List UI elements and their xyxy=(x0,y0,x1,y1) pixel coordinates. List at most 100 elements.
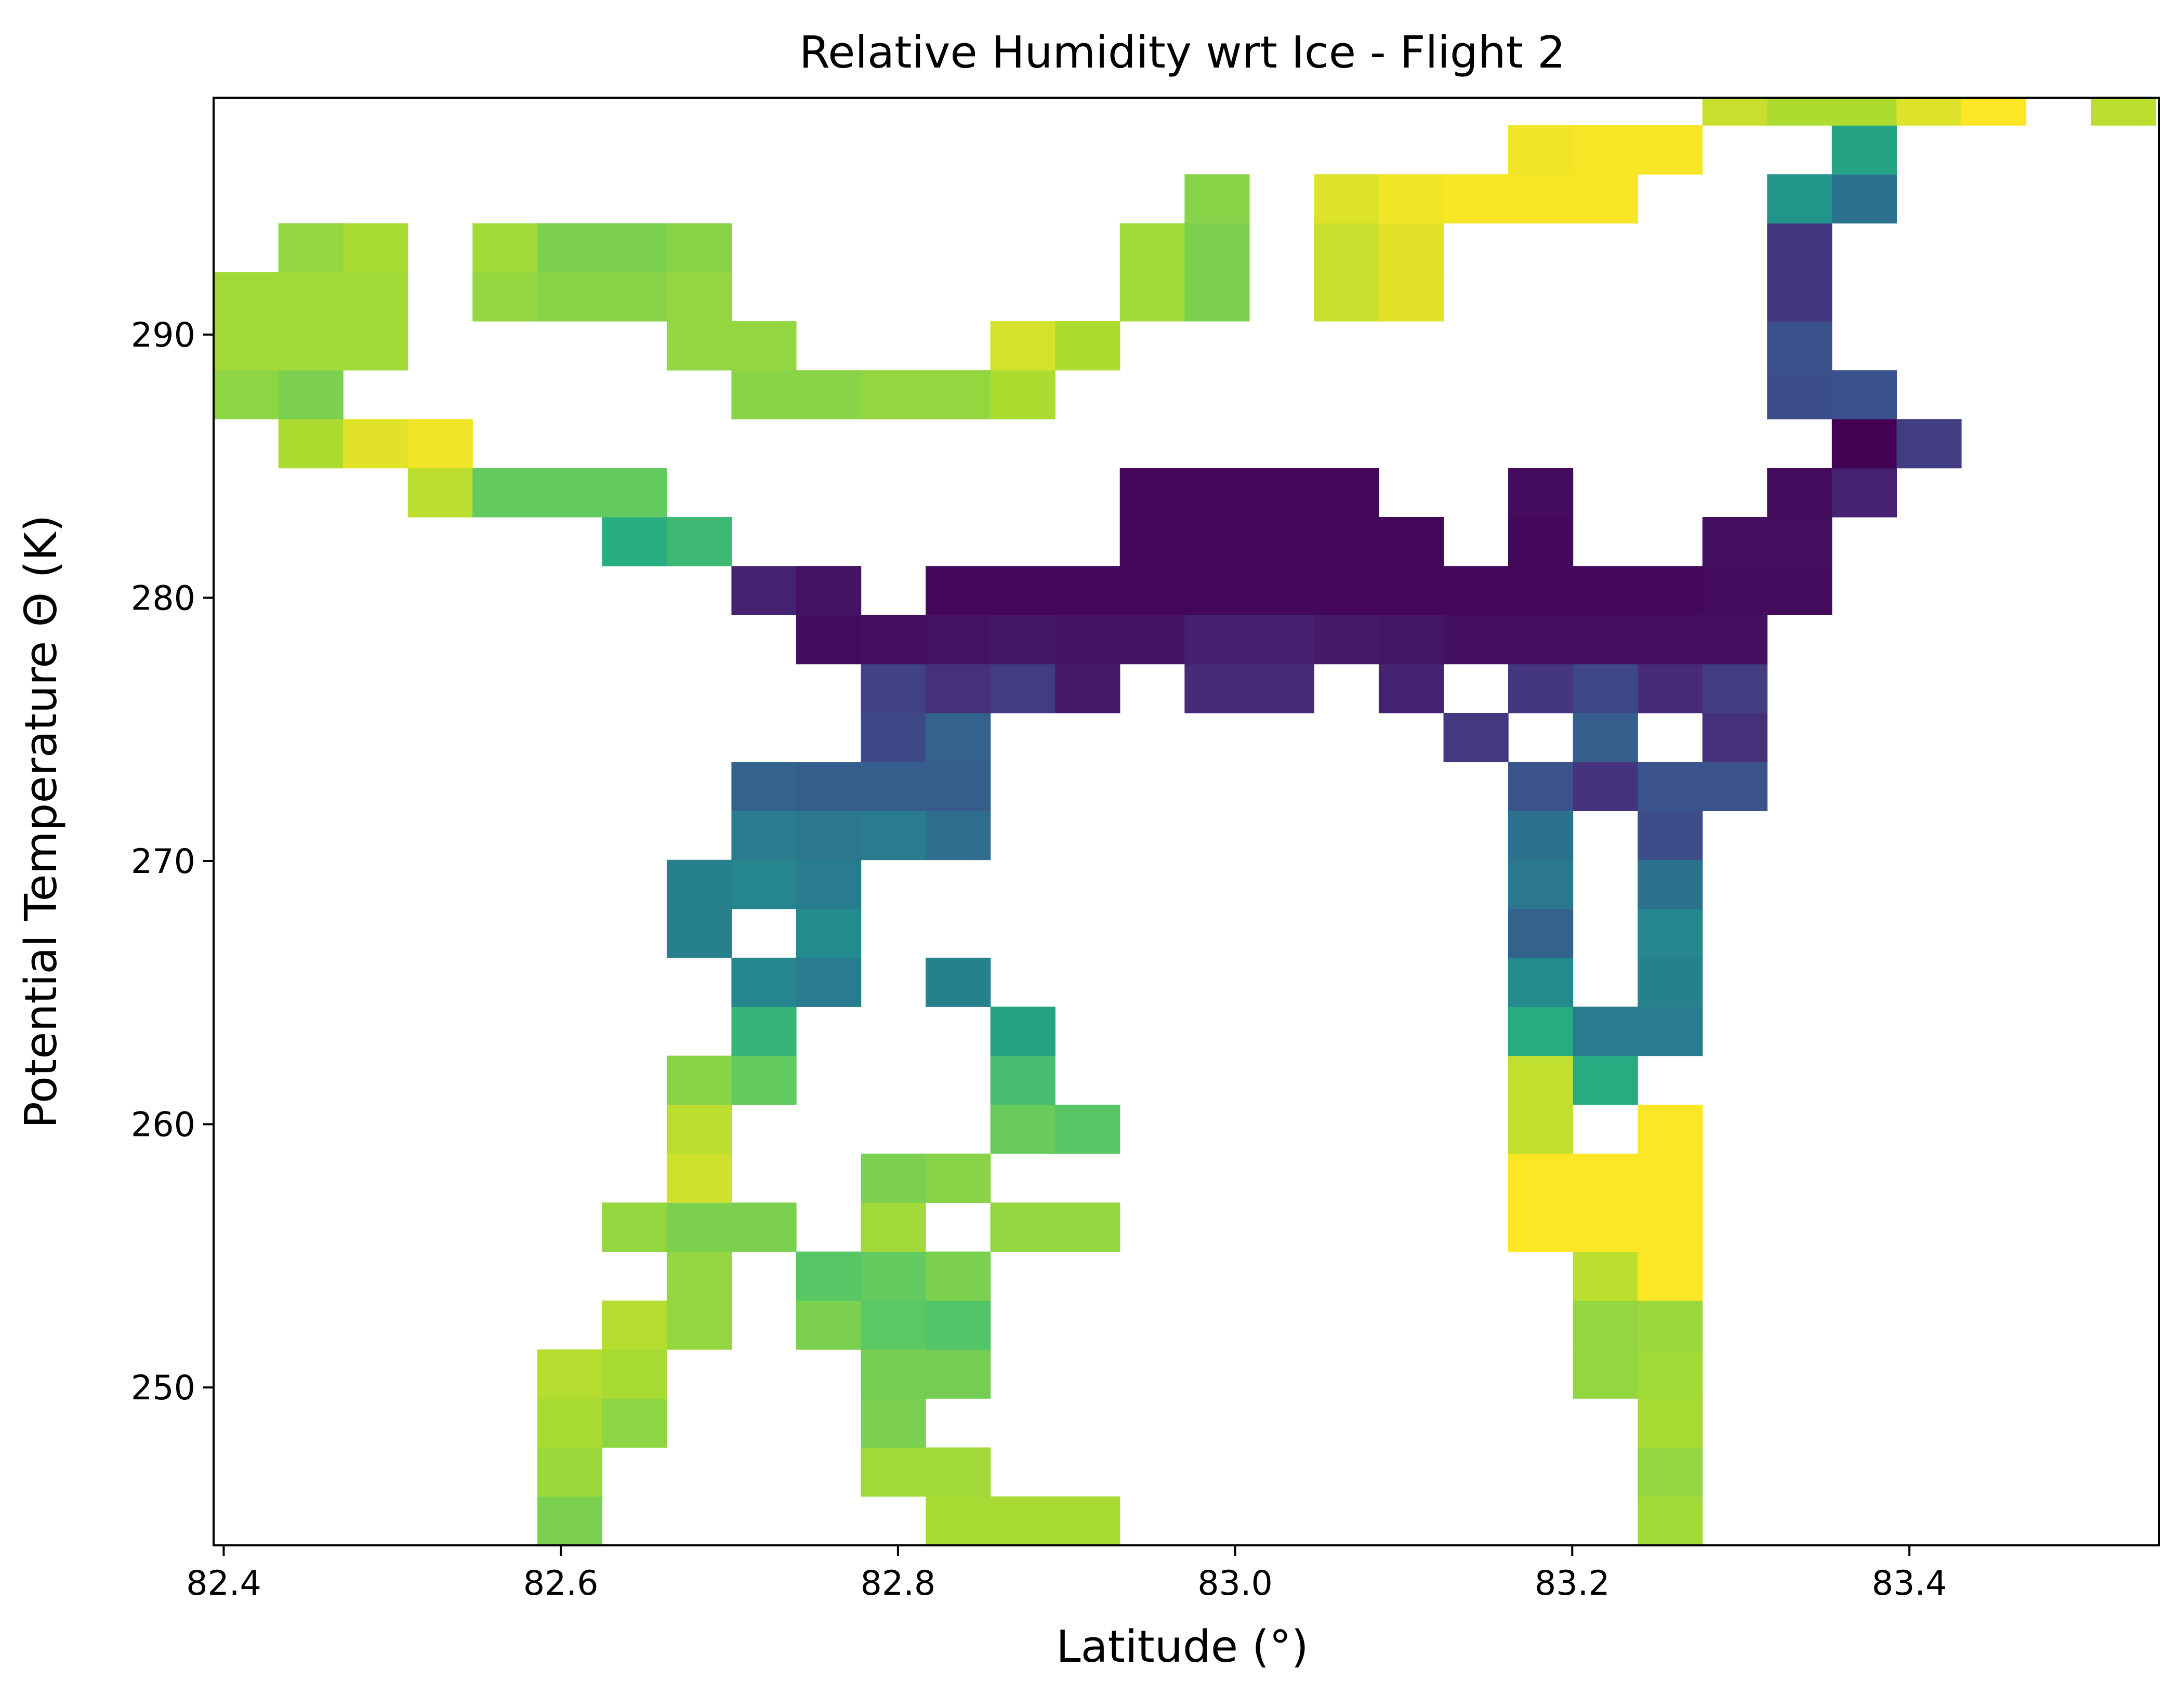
heatmap-cell xyxy=(796,908,862,958)
heatmap-cell xyxy=(926,664,991,713)
heatmap-cell xyxy=(1702,615,1768,665)
heatmap-cell xyxy=(666,321,732,370)
heatmap-cell xyxy=(796,1251,862,1301)
heatmap-cell xyxy=(861,1202,926,1252)
chart-title: Relative Humidity wrt Ice - Flight 2 xyxy=(799,27,1565,78)
heatmap-cell xyxy=(1119,468,1185,518)
heatmap-cell xyxy=(1573,615,1638,665)
heatmap-cell xyxy=(1055,1496,1120,1546)
heatmap-cell xyxy=(666,517,732,566)
heatmap-cell xyxy=(861,1349,926,1399)
heatmap-cell xyxy=(1508,1007,1574,1056)
heatmap-cell xyxy=(1638,811,1703,860)
heatmap-cell xyxy=(1184,223,1250,273)
y-axis-ticks: 250 260 270 280 290 xyxy=(131,316,214,1408)
heatmap-cell xyxy=(1702,98,1768,126)
heatmap-cell xyxy=(1314,174,1379,224)
heatmap-cell xyxy=(1249,566,1314,615)
heatmap-cell xyxy=(1508,664,1574,713)
heatmap-cell xyxy=(1767,321,1832,370)
heatmap-cell xyxy=(990,1496,1056,1546)
heatmap-cell xyxy=(1119,566,1185,615)
heatmap-cell xyxy=(602,1300,667,1350)
heatmap-cell xyxy=(1055,615,1120,665)
heatmap-cell xyxy=(861,1398,926,1448)
heatmap-cell xyxy=(1767,370,1832,420)
heatmap-cell xyxy=(1508,615,1574,665)
heatmap-cell xyxy=(602,1349,667,1399)
heatmap-cell xyxy=(1508,762,1574,811)
heatmap-cell xyxy=(731,1055,797,1105)
heatmap-cell xyxy=(343,321,408,370)
heatmap-cell xyxy=(990,566,1056,615)
heatmap-cell xyxy=(1638,1251,1703,1301)
x-axis-label: Latitude (°) xyxy=(1056,1621,1309,1673)
heatmap-cell xyxy=(1508,1154,1574,1203)
heatmap-cell xyxy=(602,517,667,566)
heatmap-cell xyxy=(1896,419,1962,469)
heatmap-cell xyxy=(1184,615,1250,665)
heatmap-cell xyxy=(666,1202,732,1252)
heatmap-cell xyxy=(2091,98,2156,126)
heatmap-cell xyxy=(537,1496,602,1546)
heatmap-cell xyxy=(1638,1154,1703,1203)
heatmap-cell xyxy=(1378,517,1444,566)
heatmap-cell xyxy=(1378,272,1444,322)
heatmap-cell xyxy=(1767,98,1832,126)
heatmap-cell xyxy=(1638,908,1703,958)
heatmap-cell xyxy=(1184,468,1250,518)
heatmap-cell xyxy=(796,762,862,811)
heatmap-cell xyxy=(1443,174,1509,224)
y-tick-label: 270 xyxy=(131,842,195,881)
heatmap-cell xyxy=(1702,713,1768,762)
heatmap-cell xyxy=(731,1007,797,1056)
heatmap-cell xyxy=(1378,615,1444,665)
heatmap-cell xyxy=(214,321,279,370)
heatmap-cell xyxy=(926,1496,991,1546)
heatmap-cell xyxy=(1184,174,1250,224)
heatmap-cell xyxy=(1508,811,1574,860)
heatmap-cell xyxy=(926,762,991,811)
heatmap-cell xyxy=(990,664,1056,713)
heatmap-cell xyxy=(1573,125,1638,175)
heatmap-cell xyxy=(926,1300,991,1350)
heatmap-cell xyxy=(1702,517,1768,566)
heatmap-cell xyxy=(1249,468,1314,518)
heatmap-cell xyxy=(472,223,538,273)
heatmap-cell xyxy=(666,1251,732,1301)
heatmap-cell xyxy=(731,859,797,909)
heatmap-cell xyxy=(1508,859,1574,909)
heatmap-cell xyxy=(602,223,667,273)
heatmap-cell xyxy=(407,468,473,518)
heatmap-cell xyxy=(861,1300,926,1350)
heatmap-cell xyxy=(602,468,667,518)
heatmap-cell xyxy=(1378,664,1444,713)
heatmap-cell xyxy=(926,1251,991,1301)
heatmap-cell xyxy=(1055,664,1120,713)
heatmap-cell xyxy=(1378,174,1444,224)
heatmap-cell xyxy=(1573,174,1638,224)
heatmap-cell xyxy=(1184,272,1250,322)
heatmap-cell xyxy=(1638,1202,1703,1252)
y-axis-label: Potential Temperature Θ (K) xyxy=(16,515,67,1129)
y-tick-label: 250 xyxy=(131,1369,195,1408)
plot-frame xyxy=(213,97,2160,1546)
heatmap-cell xyxy=(1638,1007,1703,1056)
heatmap-cell xyxy=(1314,272,1379,322)
heatmap-cell xyxy=(666,272,732,322)
heatmap-cell xyxy=(1638,566,1703,615)
heatmap-cell xyxy=(926,1154,991,1203)
heatmap-cell xyxy=(1573,1154,1638,1203)
heatmap-cell xyxy=(990,1055,1056,1105)
heatmap-cell xyxy=(1249,664,1314,713)
heatmap-cell xyxy=(1831,370,1897,420)
heatmap-cell xyxy=(861,811,926,860)
heatmap-cell xyxy=(731,811,797,860)
heatmap-cell xyxy=(1055,1202,1120,1252)
heatmap-cell xyxy=(1638,615,1703,665)
heatmap-cell xyxy=(1831,98,1897,126)
heatmap-cell xyxy=(278,419,344,469)
heatmap-cell xyxy=(861,1447,926,1497)
heatmap-cell xyxy=(1638,664,1703,713)
heatmap-cell xyxy=(1638,1447,1703,1497)
